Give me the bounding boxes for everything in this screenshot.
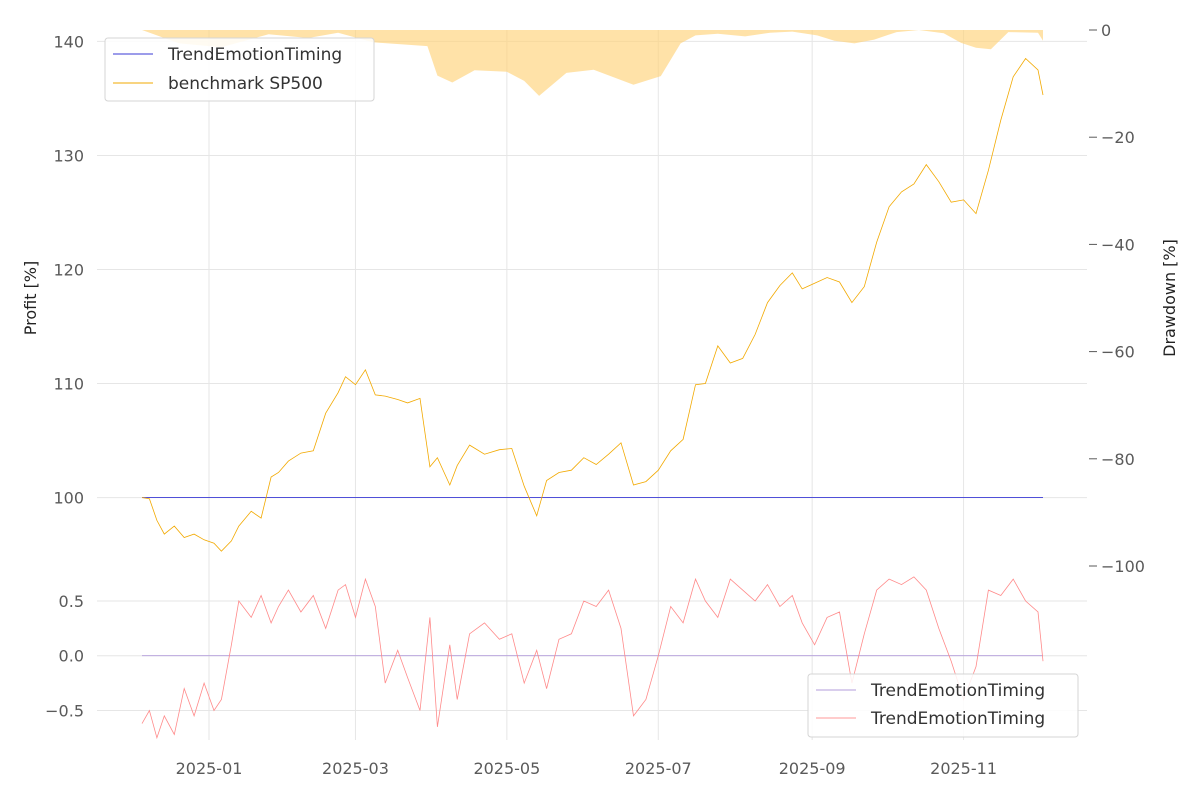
date-tick-label: 2025-03 (322, 759, 389, 778)
profit-tick-label: 100 (53, 489, 84, 508)
date-tick-label: 2025-11 (930, 759, 997, 778)
date-tick-label: 2025-05 (473, 759, 540, 778)
date-tick-label: 2025-09 (779, 759, 846, 778)
drawdown-tick-label: −60 (1101, 343, 1135, 362)
profit-lines (141, 57, 1044, 552)
top-legend: TrendEmotionTiming benchmark SP500 (104, 37, 375, 102)
bottom-legend: TrendEmotionTiming TrendEmotionTiming (807, 673, 1079, 738)
indicator-tick-label: −0.5 (45, 701, 84, 720)
date-tick-label: 2025-07 (625, 759, 692, 778)
top-panel-grid (97, 30, 1087, 566)
legend-label-indicator-a: TrendEmotionTiming (870, 681, 1045, 701)
profit-tick-label: 130 (53, 146, 84, 165)
profit-tick-label: 110 (53, 375, 84, 394)
benchmark-profit-line (141, 57, 1044, 552)
bottom-legend-box (807, 673, 1079, 738)
profit-tick-label: 120 (53, 260, 84, 279)
drawdown-tick-label: −20 (1101, 128, 1135, 147)
axis-ticks: 100 110 120 130 140 2025-01 2025-03 2025-05 2025… (45, 21, 1145, 778)
drawdown-tick-label: −40 (1101, 235, 1135, 254)
profit-tick-label: 140 (53, 32, 84, 51)
legend-label-strategy: TrendEmotionTiming (167, 45, 342, 65)
legend-label-indicator-b: TrendEmotionTiming (870, 709, 1045, 729)
top-legend-box (104, 37, 375, 102)
indicator-signal-line (141, 576, 1044, 740)
indicator-tick-label: 0.5 (59, 592, 84, 611)
drawdown-area (142, 30, 1043, 96)
indicator-lines (141, 576, 1044, 740)
drawdown-tick-label: −80 (1101, 450, 1135, 469)
drawdown-fill (142, 30, 1043, 96)
drawdown-tick-label: 0 (1101, 21, 1111, 40)
indicator-tick-label: 0.0 (59, 647, 84, 666)
legend-label-benchmark: benchmark SP500 (168, 74, 323, 94)
profit-axis-label: Profit [%] (21, 261, 40, 336)
drawdown-tick-label: −100 (1101, 557, 1145, 576)
date-tick-label: 2025-01 (176, 759, 243, 778)
drawdown-axis-label: Drawdown [%] (1160, 239, 1179, 357)
